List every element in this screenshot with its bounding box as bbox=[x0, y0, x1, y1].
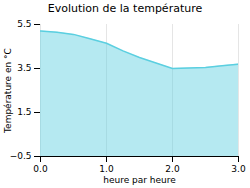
svg-text:3.5: 3.5 bbox=[17, 63, 31, 73]
svg-text:−0.5: −0.5 bbox=[10, 151, 32, 161]
svg-text:2.0: 2.0 bbox=[165, 164, 180, 174]
svg-text:Température en °C: Température en °C bbox=[3, 48, 13, 134]
svg-text:0.0: 0.0 bbox=[33, 164, 48, 174]
svg-text:5.5: 5.5 bbox=[17, 19, 31, 29]
svg-text:heure par heure: heure par heure bbox=[103, 175, 176, 185]
svg-text:1.5: 1.5 bbox=[17, 107, 31, 117]
html-text:Evolution de la température: Evolution de la température bbox=[47, 2, 203, 15]
svg-text:1.0: 1.0 bbox=[99, 164, 114, 174]
svg-text:3.0: 3.0 bbox=[231, 164, 246, 174]
